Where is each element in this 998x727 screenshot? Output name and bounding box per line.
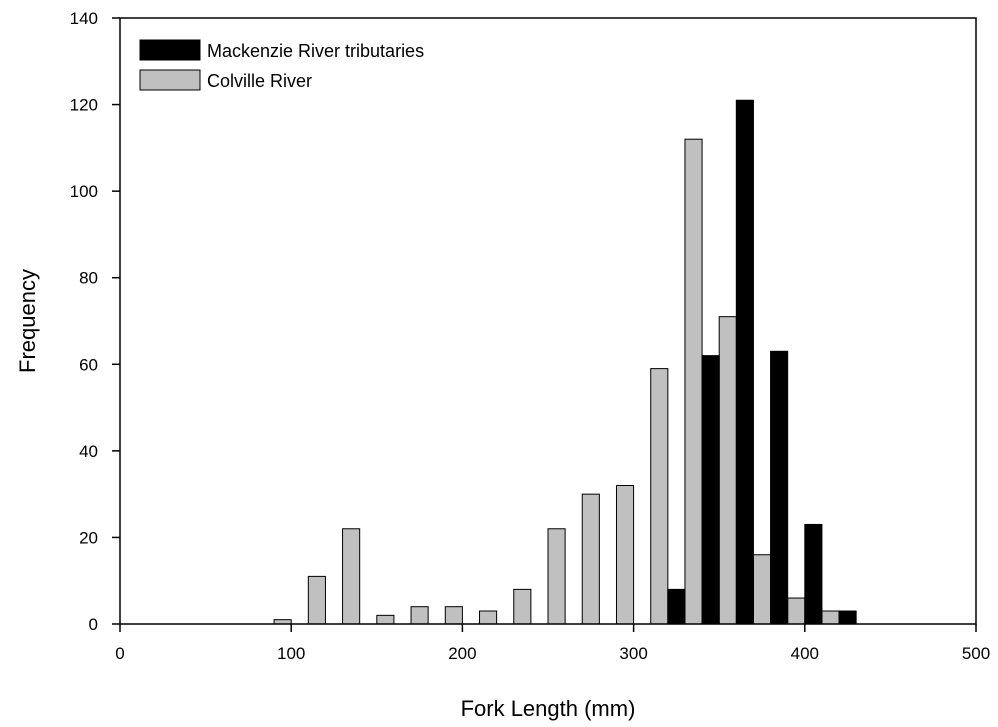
legend: Mackenzie River tributaries Colville Rive… [139, 39, 424, 91]
bar-colville-270 [581, 493, 600, 625]
y-tick-label: 100 [70, 182, 98, 201]
bar-mackenzie-370 [770, 350, 789, 625]
plot-frame [119, 17, 977, 625]
bar-mackenzie-350 [735, 99, 754, 625]
x-tick-label: 300 [619, 644, 647, 663]
bar-mackenzie-410 [838, 610, 857, 625]
bar-colville-310 [650, 368, 669, 625]
legend-swatch [139, 39, 201, 61]
bar-colville-170 [410, 606, 429, 625]
legend-swatch [139, 69, 201, 91]
y-tick-label: 60 [79, 355, 98, 374]
bar-colville-350 [718, 316, 737, 625]
bar-colville-370 [752, 554, 772, 625]
x-tick-label: 0 [115, 644, 124, 663]
x-tick-label: 500 [962, 644, 990, 663]
bar-mackenzie-330 [701, 355, 720, 625]
bar-mackenzie-390 [804, 523, 823, 625]
x-tick-label: 100 [277, 644, 305, 663]
bar-colville-150 [376, 614, 395, 625]
bar-colville-110 [307, 575, 326, 625]
bar-colville-230 [513, 588, 532, 625]
bar-colville-130 [342, 528, 361, 625]
y-tick-label: 0 [89, 615, 98, 634]
bar-colville-290 [615, 484, 635, 625]
bar-colville-410 [821, 610, 840, 625]
x-axis-label: Fork Length (mm) [461, 696, 636, 721]
bar-colville-390 [787, 597, 806, 625]
x-tick-label: 200 [448, 644, 476, 663]
y-tick-label: 20 [79, 528, 98, 547]
bar-colville-190 [444, 606, 463, 625]
bars-layer [273, 99, 857, 625]
y-tick-label: 140 [70, 9, 98, 28]
y-axis-label: Frequency [15, 269, 40, 373]
y-tick-label: 120 [70, 96, 98, 115]
axis-ticks: 0 100 200 300 400 500 0 20 40 60 80 100 120 140 [70, 9, 991, 663]
bar-colville-210 [479, 610, 498, 625]
legend-label: Mackenzie River tributaries [207, 41, 424, 61]
bar-colville-330 [684, 138, 703, 625]
legend-label: Colville River [207, 71, 312, 91]
bar-mackenzie-310 [667, 588, 686, 625]
bar-colville-250 [547, 528, 566, 625]
y-tick-label: 80 [79, 269, 98, 288]
y-tick-label: 40 [79, 442, 98, 461]
x-tick-label: 400 [791, 644, 819, 663]
